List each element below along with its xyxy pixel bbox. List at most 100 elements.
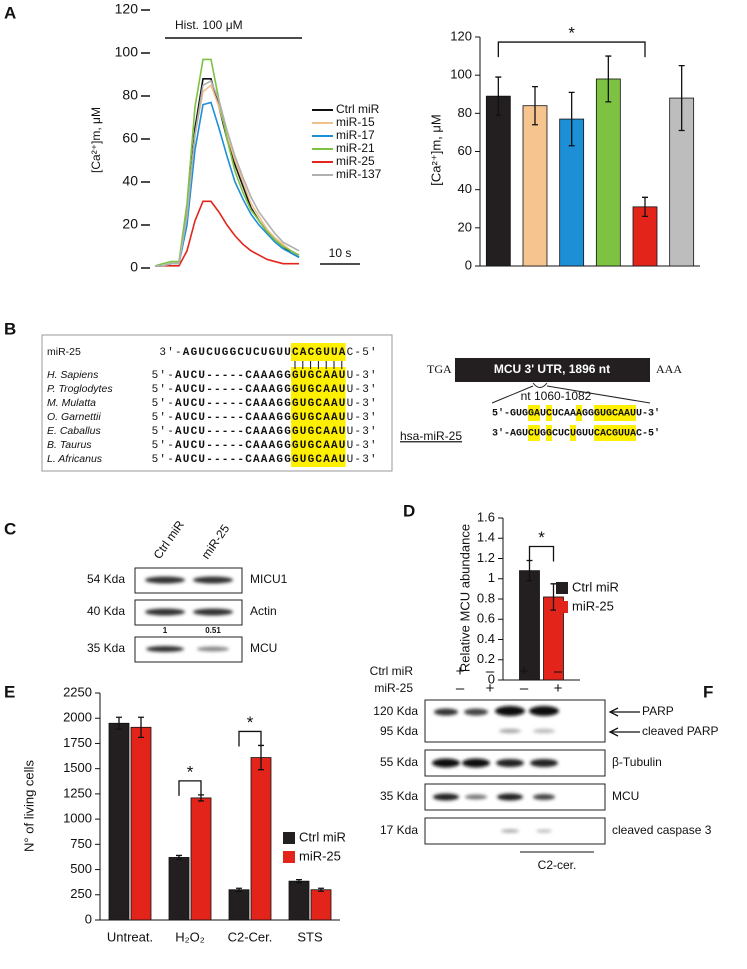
lane-label: Ctrl miR <box>151 518 188 562</box>
lane-sign: – <box>486 663 495 680</box>
y-tick-label: 0.6 <box>477 611 495 626</box>
y-axis-label: N° of living cells <box>21 760 36 852</box>
y-tick-label: 80 <box>458 105 472 120</box>
significance-label: * <box>247 713 254 732</box>
error-bar <box>678 64 685 132</box>
y-tick-label: 1000 <box>63 811 92 826</box>
band <box>495 706 525 716</box>
sequence: U-3' <box>347 384 378 396</box>
legend-swatch <box>556 582 568 594</box>
legend-swatch <box>283 851 295 863</box>
bar <box>108 722 130 921</box>
bar <box>485 95 511 267</box>
legend-label: miR-25 <box>299 848 341 863</box>
sequence: GUU <box>576 429 594 440</box>
site-arc <box>532 382 548 388</box>
size-label: 35 Kda <box>87 641 125 655</box>
sequence: 3'-AGU <box>492 428 528 440</box>
line-series <box>154 58 300 267</box>
sequence: U-3' <box>347 398 378 410</box>
sequence: GUGCAAU <box>292 384 347 396</box>
sequence: U <box>540 409 546 420</box>
sequence: C <box>546 409 552 420</box>
protein-label: Actin <box>250 604 277 618</box>
sequence: UCAA <box>552 409 576 420</box>
sequence: U-3' <box>347 412 378 424</box>
sequence: G <box>540 429 546 440</box>
size-label: 54 Kda <box>87 572 125 586</box>
highlight <box>594 425 636 441</box>
protein-label: MICU1 <box>250 572 288 586</box>
band <box>536 829 552 833</box>
sequence: AUCU <box>175 440 206 452</box>
sequence: 5'-GUG <box>492 408 528 420</box>
y-tick-label: 40 <box>458 181 472 196</box>
y-tick-label: 1.4 <box>477 530 495 545</box>
legend-swatch <box>283 832 295 844</box>
species-name: O. Garnettii <box>47 411 101 423</box>
line-series <box>155 200 299 267</box>
band <box>193 576 233 584</box>
sequence: 5'- <box>152 398 175 410</box>
quant-label: 1 <box>163 626 168 635</box>
sequence: GG <box>582 409 594 420</box>
sequence: GUGCAAU <box>292 440 347 452</box>
sequence: GUGCAAU <box>292 454 347 466</box>
y-tick-label: 20 <box>458 219 472 234</box>
y-axis-label: Relative MCU abundance <box>457 524 472 672</box>
lane-sign: – <box>456 680 465 697</box>
protein-label: cleaved PARP <box>642 724 718 738</box>
sequence: 5'- <box>152 412 175 424</box>
arrow <box>608 727 640 737</box>
sequence: ----- <box>206 412 245 424</box>
sequence: AUCU <box>175 454 206 466</box>
y-tick-label: 1 <box>488 570 495 585</box>
y-tick-label: 0.8 <box>477 590 495 605</box>
y-tick-label: 60 <box>122 130 138 146</box>
utr-left: TGA <box>427 362 452 376</box>
sequence: AGUCUGGCUCUGUU <box>183 347 292 359</box>
significance-bracket <box>497 41 646 58</box>
utr-right: AAA <box>656 362 682 376</box>
bar <box>130 726 152 921</box>
error-bar <box>568 91 575 147</box>
band <box>533 728 555 734</box>
y-tick-label: 1250 <box>63 785 92 800</box>
band <box>499 728 521 734</box>
sequence: GA <box>528 409 540 420</box>
group-label: miR-25 <box>374 681 413 695</box>
sequence: ----- <box>206 440 245 452</box>
sequence: GUGCAAU <box>292 426 347 438</box>
legend-swatch <box>556 601 568 613</box>
sequence: CAAAGG <box>245 412 292 424</box>
highlight <box>546 425 552 441</box>
protein-label: β-Tubulin <box>612 755 662 769</box>
bar <box>168 857 190 921</box>
band <box>146 646 184 652</box>
band <box>497 793 523 801</box>
legend-label: Ctrl miR <box>299 829 346 844</box>
lane-sign: + <box>486 680 495 697</box>
lane-sign: – <box>520 680 529 697</box>
band <box>145 576 185 584</box>
blot-c <box>134 567 243 663</box>
legend-label: Ctrl miR <box>572 579 619 594</box>
sequence: CAAAGG <box>245 370 292 382</box>
y-axis-label: [Ca²⁺]m, μM <box>89 107 103 173</box>
line-series <box>155 83 300 267</box>
significance-label: * <box>187 762 194 781</box>
lane-sign: + <box>456 663 465 680</box>
y-tick-label: 250 <box>70 886 92 901</box>
y-tick-label: 120 <box>115 1 139 17</box>
significance-bracket <box>528 545 555 562</box>
y-tick-label: 750 <box>70 836 92 851</box>
sequence: U-3' <box>347 426 378 438</box>
highlight <box>546 405 552 421</box>
highlight <box>594 405 636 421</box>
sequence: 5'- <box>152 370 175 382</box>
highlight <box>528 425 540 441</box>
group-label: Ctrl miR <box>370 664 414 678</box>
sequence: GUGCAAU <box>292 370 347 382</box>
y-tick-label: 120 <box>450 28 472 43</box>
